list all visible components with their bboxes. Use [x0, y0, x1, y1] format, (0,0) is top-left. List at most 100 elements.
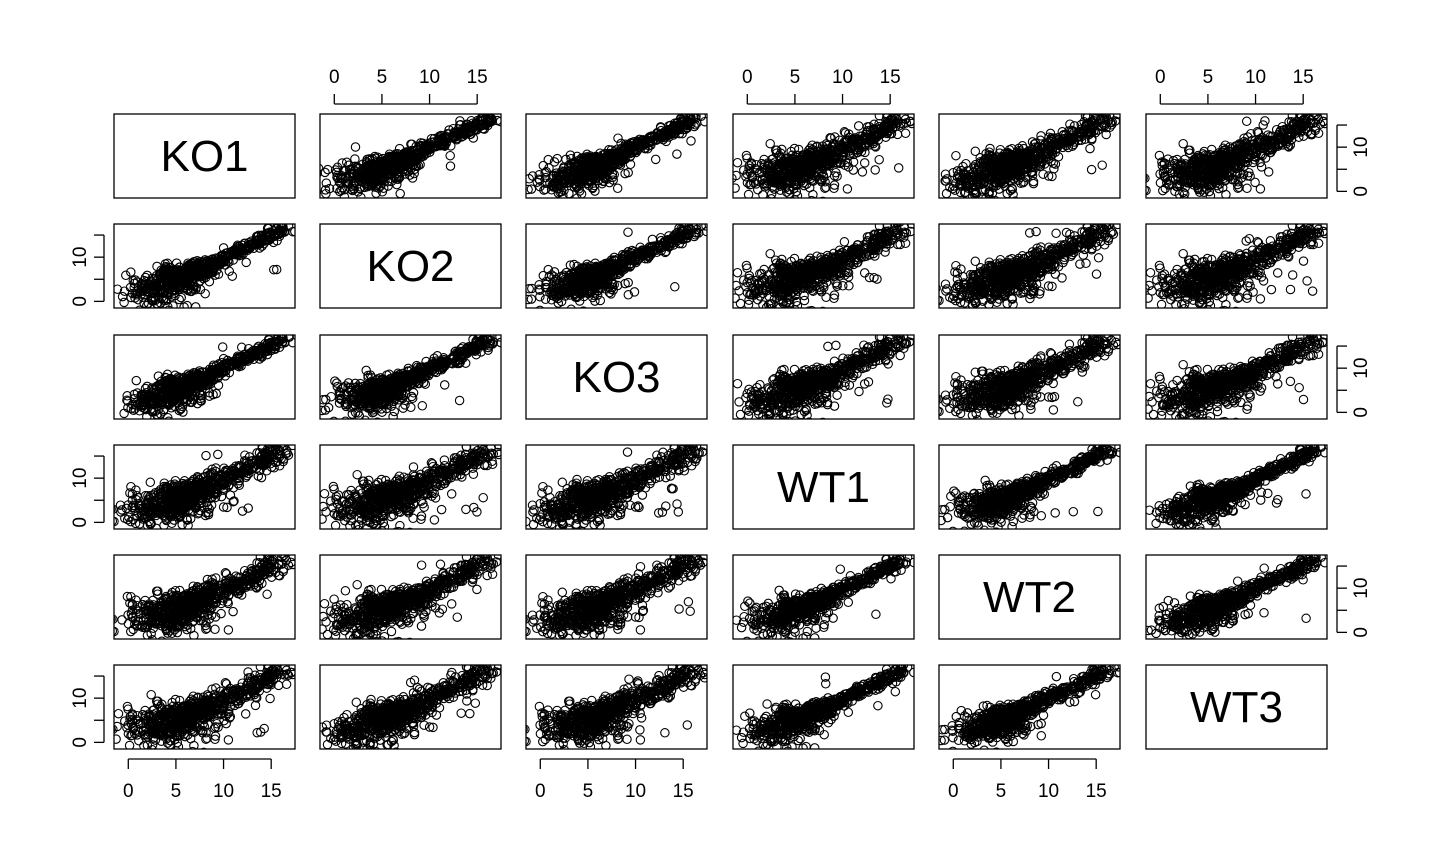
data-point [547, 173, 558, 184]
data-point [901, 118, 912, 128]
data-point [565, 260, 576, 270]
data-point [526, 313, 534, 321]
data-point [777, 144, 787, 155]
data-point [159, 279, 169, 290]
data-point [967, 172, 978, 183]
data-point [1197, 184, 1207, 195]
data-point [875, 123, 886, 134]
data-point [775, 181, 785, 191]
data-point [1177, 171, 1188, 182]
data-point [526, 294, 533, 305]
data-point [1085, 143, 1095, 154]
data-point [535, 175, 545, 186]
data-point [1247, 148, 1258, 159]
data-point [637, 141, 648, 151]
data-point [602, 157, 612, 168]
data-point [1204, 201, 1212, 209]
data-point [264, 228, 275, 238]
data-point [1250, 155, 1260, 165]
data-point [179, 302, 189, 308]
data-point [1158, 168, 1169, 178]
data-point [535, 181, 545, 192]
data-point [643, 248, 653, 259]
data-point [753, 184, 763, 195]
data-point [543, 154, 554, 165]
data-point [1215, 163, 1225, 174]
scatter-panel-ko2-vs-ko3 [525, 223, 708, 321]
data-point [768, 173, 779, 184]
data-point [785, 162, 796, 173]
data-point [1178, 138, 1188, 149]
data-point [406, 149, 417, 159]
data-point [832, 171, 842, 181]
data-point [900, 128, 911, 139]
data-point [690, 227, 701, 238]
data-point [623, 290, 634, 300]
data-point [1073, 131, 1084, 141]
data-point [147, 273, 157, 284]
data-point [918, 119, 926, 127]
data-point [605, 264, 615, 274]
data-point [776, 148, 786, 159]
data-point [1184, 148, 1195, 158]
data-point [380, 155, 390, 166]
data-point [838, 144, 849, 154]
data-point [1238, 145, 1248, 155]
data-point [190, 302, 201, 308]
data-point [949, 181, 959, 191]
data-point [791, 201, 799, 209]
data-point [570, 292, 581, 302]
data-point [1092, 114, 1102, 121]
data-point [155, 298, 166, 308]
data-point [454, 120, 465, 130]
data-point [672, 149, 682, 159]
data-point [982, 167, 992, 177]
data-point [1086, 164, 1097, 175]
data-point [807, 195, 816, 198]
data-point [1234, 144, 1244, 154]
data-point [1101, 122, 1111, 133]
diagonal-panel-ko1: KO1 [113, 113, 296, 199]
data-point [689, 224, 699, 233]
data-point [970, 159, 981, 170]
data-point [1046, 133, 1057, 143]
data-point [742, 153, 752, 163]
data-point [679, 224, 689, 232]
data-point [263, 235, 273, 245]
data-point [548, 178, 559, 189]
data-point [1007, 183, 1017, 193]
data-point [650, 154, 661, 165]
data-point [453, 127, 464, 138]
data-point [845, 148, 856, 158]
data-point [320, 188, 322, 196]
data-point [692, 118, 702, 128]
data-point [918, 118, 926, 126]
data-point [613, 133, 623, 143]
data-point [226, 250, 236, 260]
data-point [445, 150, 455, 161]
data-point [615, 147, 626, 158]
data-point [739, 165, 749, 175]
data-point [591, 153, 602, 163]
data-point [611, 262, 622, 273]
data-point [380, 161, 391, 171]
data-point [424, 142, 434, 152]
data-point [733, 183, 740, 193]
data-point [693, 228, 704, 238]
data-point [119, 297, 129, 308]
data-point [526, 184, 537, 194]
data-point [337, 158, 347, 168]
data-point [669, 121, 680, 131]
data-point [407, 173, 418, 183]
data-point [588, 171, 598, 182]
data-point [729, 206, 737, 214]
data-point [1013, 167, 1023, 178]
data-point [1189, 199, 1197, 207]
data-point [1011, 196, 1019, 198]
data-point [916, 109, 924, 117]
data-point [844, 129, 854, 139]
data-point [359, 182, 370, 193]
data-point [1294, 132, 1304, 142]
data-point [656, 125, 666, 136]
data-point [1178, 207, 1186, 215]
